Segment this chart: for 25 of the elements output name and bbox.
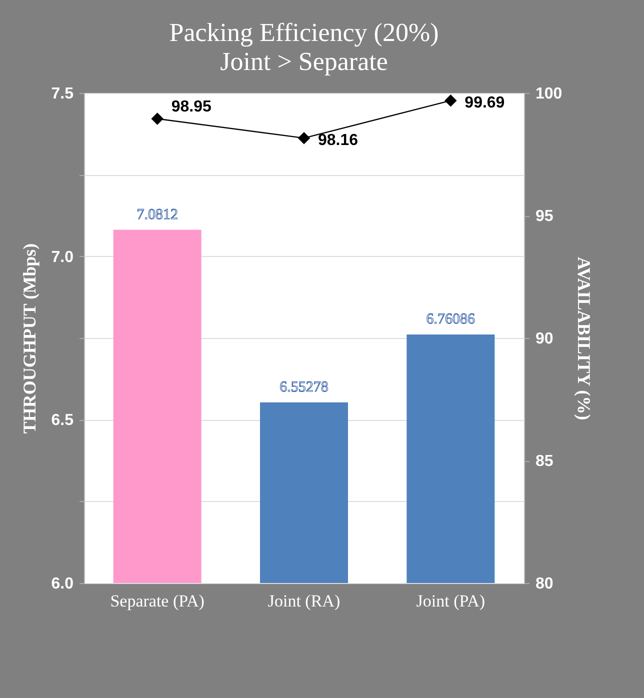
point	[298, 132, 310, 144]
chart-title: Packing Efficiency (20%)	[169, 18, 439, 47]
y2-tick-label: 85	[536, 453, 554, 470]
x-tick-label: Separate (PA)	[110, 592, 204, 610]
y-tick-label: 6.5	[51, 412, 74, 430]
data-label: 6.76086	[426, 311, 476, 328]
point	[444, 94, 457, 107]
data-label: 6.55278	[280, 379, 328, 396]
y2-tick-label: 90	[536, 330, 554, 348]
point	[151, 112, 164, 125]
data-label: 98.16	[318, 132, 358, 150]
data-label: 7.0812	[136, 206, 178, 223]
y2-axis-title: AVAILABILITY (%)	[574, 256, 594, 420]
y2-tick-label: 95	[536, 208, 554, 225]
data-label: 99.69	[464, 94, 505, 112]
data-label: 98.95	[171, 98, 212, 116]
y-tick-label: 7.0	[51, 248, 74, 266]
y2-tick-label: 100	[536, 86, 562, 102]
y2-tick-label: 80	[536, 576, 554, 592]
y-axis-title: THROUGHPUT (Mbps)	[19, 243, 40, 434]
x-tick-label: Joint (RA)	[268, 592, 340, 610]
chart-subtitle: Joint > Separate	[220, 47, 388, 76]
y-tick-label: 7.5	[51, 86, 74, 102]
x-tick-label: Joint (PA)	[416, 592, 486, 610]
y-tick-label: 6.0	[51, 576, 74, 592]
